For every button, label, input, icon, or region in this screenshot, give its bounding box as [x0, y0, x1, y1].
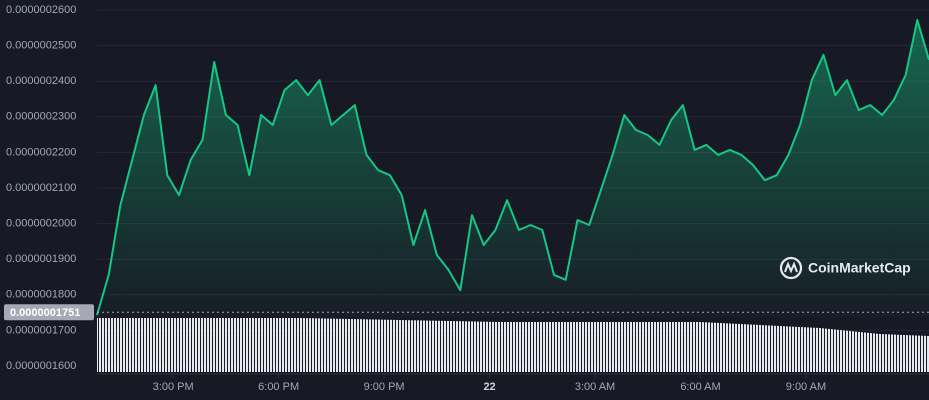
y-tick-label: 0.0000002000: [6, 218, 76, 230]
price-line: [96, 19, 929, 316]
y-tick-label: 0.0000001900: [6, 253, 76, 265]
watermark-text: CoinMarketCap: [808, 260, 911, 276]
x-tick-label: 9:00 AM: [786, 381, 826, 393]
y-tick-label: 0.0000002100: [6, 182, 76, 194]
y-tick-label: 0.0000002200: [6, 146, 76, 158]
y-tick-label: 0.0000001700: [6, 324, 76, 336]
watermark-icon: [779, 256, 803, 280]
current-price-label: 0.0000001751: [10, 307, 80, 319]
plot: 0.0000001751: [4, 19, 929, 321]
y-tick-label: 0.0000002500: [6, 40, 76, 52]
x-tick-label: 3:00 PM: [153, 381, 194, 393]
x-tick-label: 6:00 AM: [680, 381, 720, 393]
x-tick-label: 6:00 PM: [258, 381, 299, 393]
watermark: CoinMarketCap: [779, 256, 911, 280]
y-tick-label: 0.0000002600: [6, 4, 76, 16]
y-tick-label: 0.0000002300: [6, 111, 76, 123]
y-tick-label: 0.0000002400: [6, 75, 76, 87]
watermark-icon-m: [784, 261, 798, 274]
y-tick-label: 0.0000001600: [6, 360, 76, 372]
area-fill: [97, 20, 929, 318]
current-price-badge: [4, 304, 94, 321]
volume-bars: [97, 318, 929, 372]
x-tick-label: 9:00 PM: [364, 381, 405, 393]
x-tick-label: 3:00 AM: [575, 381, 615, 393]
y-tick-label: 0.0000001800: [6, 289, 76, 301]
x-tick-label: 22: [483, 381, 495, 393]
